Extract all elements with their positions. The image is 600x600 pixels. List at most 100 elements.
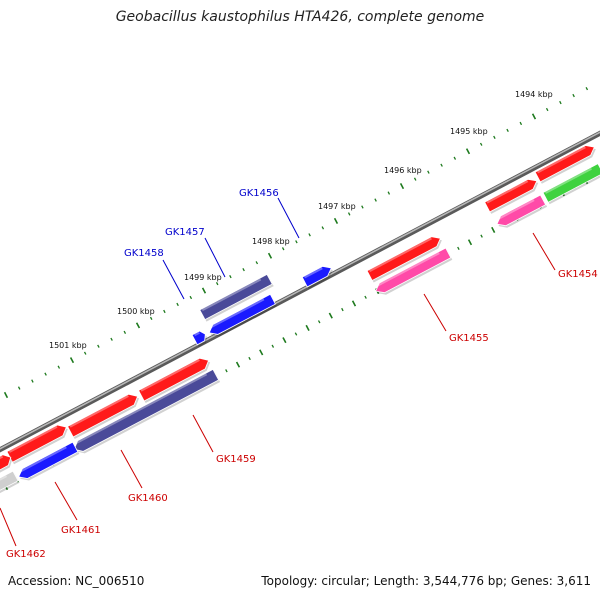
kbp-label-1499: 1499 kbp — [184, 273, 222, 282]
kbp-tick-minor — [308, 233, 311, 237]
track-tick-minor — [457, 246, 460, 250]
leader-gk1455 — [423, 293, 447, 332]
kbp-tick-major — [333, 217, 339, 224]
kbp-tick-minor — [361, 205, 364, 209]
kbp-tick-minor — [123, 330, 127, 334]
gene-gk1456-highlight — [304, 267, 323, 279]
kbp-tick-minor — [545, 107, 549, 112]
gene-label-gk1458: GK1458 — [124, 248, 164, 259]
kbp-tick-minor — [281, 247, 285, 251]
gene-gk1455-block-highlight — [369, 237, 432, 273]
track-tick-major — [282, 337, 287, 344]
track-tick-minor — [225, 369, 228, 373]
kbp-tick-minor — [506, 128, 509, 133]
gene-gk1461-upper-highlight — [8, 425, 58, 453]
leader-gk1462 — [0, 507, 17, 547]
kbp-tick-minor — [57, 365, 61, 369]
kbp-tick-minor — [493, 135, 496, 139]
kbp-tick-minor — [215, 281, 219, 286]
gene-gk1455 — [375, 247, 452, 294]
kbp-tick-major — [267, 252, 273, 259]
gene-gk1457 — [199, 273, 273, 321]
kbp-tick-minor — [44, 372, 47, 376]
gene-gk1461-highlight — [18, 446, 67, 474]
track-tick-minor — [248, 356, 251, 361]
kbp-tick-minor — [17, 386, 21, 390]
kbp-label-1497: 1497 kbp — [318, 202, 356, 211]
gene-gk1459-upper-highlight — [140, 359, 200, 392]
gene-gk1458 — [191, 330, 206, 346]
kbp-tick-minor — [413, 177, 417, 181]
kbp-tick-major — [135, 322, 141, 329]
kbp-tick-major — [465, 148, 471, 155]
track-tick-major — [467, 239, 473, 246]
kbp-tick-major — [201, 287, 207, 294]
gene-gk1456 — [301, 265, 332, 288]
kbp-tick-minor — [295, 240, 298, 244]
kbp-tick-minor — [387, 191, 391, 195]
gene-gk1460-upper — [67, 393, 139, 438]
kbp-tick-minor — [242, 268, 245, 272]
kbp-tick-minor — [321, 226, 325, 230]
gene-gk1458-highlight — [194, 331, 200, 337]
kbp-tick-minor — [453, 156, 457, 160]
track-tick-major — [305, 324, 310, 331]
leader-gk1456 — [277, 197, 300, 239]
gene-label-gk1460: GK1460 — [128, 493, 168, 504]
leader-gk1461 — [54, 481, 78, 521]
gene-gk1457-highlight — [201, 278, 262, 312]
kbp-tick-minor — [374, 198, 377, 202]
kbp-label-1501: 1501 kbp — [49, 341, 87, 350]
kbp-tick-minor — [97, 344, 100, 348]
gene-label-gk1455: GK1455 — [449, 333, 489, 344]
kbp-tick-minor — [83, 351, 87, 355]
gene-gk1460-highlight — [73, 373, 208, 446]
gene-gk1455-highlight — [375, 252, 440, 288]
kbp-label-1495: 1495 kbp — [450, 127, 488, 136]
gene-gk1461 — [18, 441, 79, 479]
leader-gk1460 — [120, 449, 143, 489]
gene-gk1458-forward-highlight — [208, 298, 265, 330]
gene-gk1454 — [496, 194, 547, 227]
leader-gk1457 — [204, 237, 226, 278]
gene-label-gk1454: GK1454 — [558, 269, 598, 280]
kbp-tick-minor — [519, 121, 523, 126]
kbp-tick-minor — [440, 163, 443, 167]
kbp-tick-minor — [479, 142, 483, 146]
track-tick-minor — [480, 234, 483, 238]
gene-label-gk1457: GK1457 — [165, 227, 205, 238]
kbp-tick-minor — [585, 86, 589, 91]
gene-green-block-highlight — [545, 167, 592, 194]
track-tick-minor — [341, 307, 344, 312]
track-tick-minor — [317, 320, 321, 324]
kbp-tick-minor — [110, 337, 113, 341]
leader-gk1454 — [532, 232, 556, 271]
gene-gk1462 — [0, 470, 19, 491]
genome-backbone — [0, 130, 600, 453]
leader-gk1459 — [192, 414, 214, 453]
outer-kbp-ticks — [3, 86, 589, 399]
kbp-tick-major — [531, 113, 537, 120]
gene-gk1462-upper — [0, 454, 12, 471]
kbp-tick-minor — [163, 309, 166, 314]
map-title: Geobacillus kaustophilus HTA426, complet… — [115, 9, 485, 25]
kbp-tick-minor — [176, 302, 179, 307]
kbp-tick-minor — [559, 100, 562, 105]
gene-green-block — [542, 163, 600, 203]
kbp-label-1500: 1500 kbp — [117, 307, 155, 316]
track-tick-minor — [364, 295, 367, 299]
kbp-label-1498: 1498 kbp — [252, 237, 290, 246]
label-leader-lines — [0, 197, 556, 547]
kbp-tick-minor — [149, 316, 153, 321]
kbp-tick-minor — [229, 274, 232, 279]
topology-summary: Topology: circular; Length: 3,544,776 bp… — [261, 574, 591, 588]
gene-gk1458-forward — [208, 293, 276, 335]
gene-gk1454-block-highlight — [486, 180, 529, 204]
gene-gk1453 — [534, 145, 595, 183]
gene-gk1462-upper-highlight — [0, 455, 4, 460]
gene-label-gk1462: GK1462 — [6, 549, 46, 560]
kbp-label-1496: 1496 kbp — [384, 166, 422, 175]
kbp-tick-minor — [255, 261, 259, 265]
track-tick-major — [351, 300, 357, 307]
